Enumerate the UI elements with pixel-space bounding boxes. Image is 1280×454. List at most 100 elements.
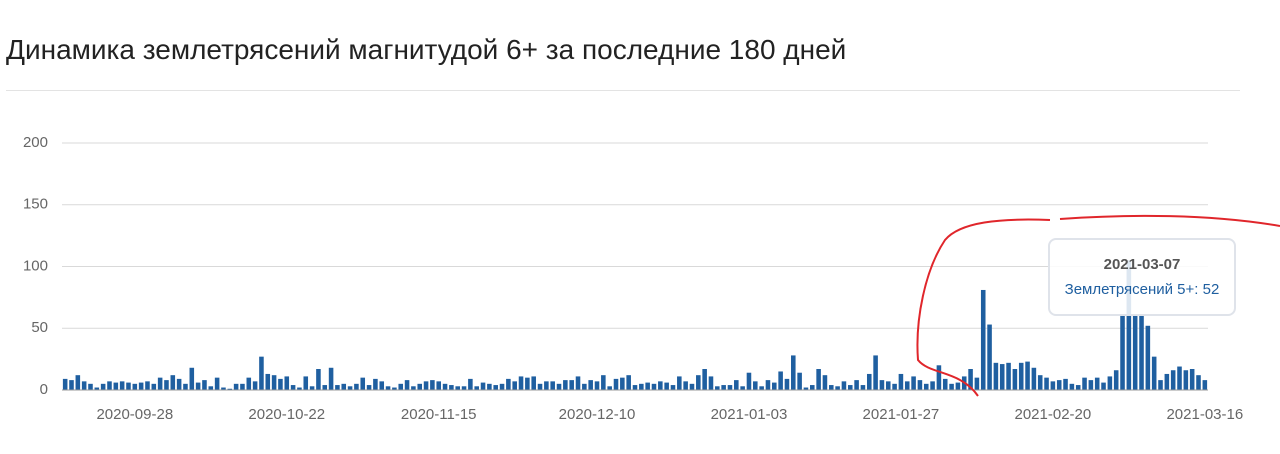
bar — [176, 378, 182, 390]
bar — [474, 386, 479, 390]
bar — [1063, 378, 1068, 390]
bar — [860, 385, 866, 390]
bar — [892, 383, 897, 390]
bar — [721, 385, 726, 390]
bar — [930, 381, 935, 390]
bar — [436, 381, 442, 390]
bar — [1056, 380, 1062, 390]
bar — [132, 383, 138, 390]
bar — [1031, 367, 1037, 390]
y-tick-label: 0 — [40, 381, 48, 398]
bar — [480, 382, 486, 390]
bar — [423, 381, 429, 390]
bar — [632, 385, 638, 390]
tooltip: 2021-03-07 Землетрясений 5+: 52 — [1048, 238, 1236, 316]
bar — [569, 380, 574, 390]
bar — [835, 386, 840, 390]
bar — [904, 381, 910, 390]
bar — [164, 380, 169, 390]
bar — [1044, 377, 1049, 390]
bar — [677, 376, 682, 390]
bar — [398, 383, 404, 390]
bar — [999, 364, 1005, 390]
x-tick-label: 2021-03-16 — [1166, 406, 1243, 423]
bar — [309, 386, 315, 390]
bar — [392, 387, 397, 390]
bar — [259, 356, 264, 390]
bar — [107, 381, 112, 390]
bar — [645, 382, 650, 390]
bar — [347, 386, 353, 390]
bar — [974, 377, 980, 390]
bar — [588, 380, 593, 390]
bar — [968, 369, 973, 390]
bar — [360, 377, 366, 390]
bar — [126, 382, 131, 390]
x-tick-label: 2020-10-22 — [248, 406, 325, 423]
bar — [740, 386, 745, 390]
bar — [753, 381, 758, 390]
bar — [493, 385, 498, 390]
bar — [208, 386, 214, 390]
bar — [797, 372, 802, 390]
bar — [240, 383, 245, 390]
bar — [1189, 369, 1195, 390]
bar — [810, 385, 815, 390]
bar — [385, 386, 391, 390]
bar — [1075, 385, 1081, 390]
bar — [100, 383, 106, 390]
bar — [322, 385, 328, 390]
bar — [430, 380, 435, 390]
bar — [772, 382, 777, 390]
y-tick-label: 50 — [31, 319, 48, 336]
bar — [759, 386, 764, 390]
bar — [189, 367, 195, 390]
bar — [512, 381, 517, 390]
bar — [866, 373, 872, 390]
bar — [373, 378, 378, 390]
annotation-stroke — [916, 218, 1051, 397]
bar — [917, 380, 923, 390]
bar — [284, 376, 290, 390]
bar — [626, 375, 631, 390]
bar — [1145, 325, 1151, 390]
bar — [246, 377, 252, 390]
bar — [297, 387, 302, 390]
tooltip-series: Землетрясений 5+ — [1064, 281, 1195, 298]
bar — [778, 371, 783, 390]
bar — [316, 369, 321, 390]
bar — [69, 380, 74, 390]
bar — [683, 381, 688, 390]
bar — [1113, 370, 1119, 390]
bar — [1126, 260, 1132, 390]
bar — [449, 385, 454, 390]
bar — [689, 383, 695, 390]
bar — [506, 378, 511, 390]
bar — [993, 362, 999, 390]
bar — [613, 378, 619, 390]
bar — [664, 382, 669, 390]
bar — [550, 381, 555, 390]
tooltip-value: Землетрясений 5+: 52 — [1064, 281, 1220, 298]
bar — [980, 289, 986, 390]
bar — [734, 380, 739, 390]
bar — [94, 387, 100, 390]
bar — [873, 355, 878, 390]
annotation-stroke — [1059, 214, 1280, 227]
bar — [816, 369, 821, 390]
bar — [335, 385, 340, 390]
bar — [1101, 382, 1106, 390]
bar — [702, 369, 707, 390]
bar — [75, 375, 81, 390]
bar — [195, 382, 201, 390]
bar — [765, 380, 771, 390]
bar — [183, 383, 188, 390]
bar — [138, 382, 144, 390]
tooltip-date: 2021-03-07 — [1103, 256, 1181, 273]
bar — [265, 373, 271, 390]
bar — [1202, 380, 1208, 390]
bar — [354, 383, 359, 390]
bar — [620, 377, 625, 390]
bar — [854, 380, 859, 390]
bar — [1120, 315, 1125, 390]
